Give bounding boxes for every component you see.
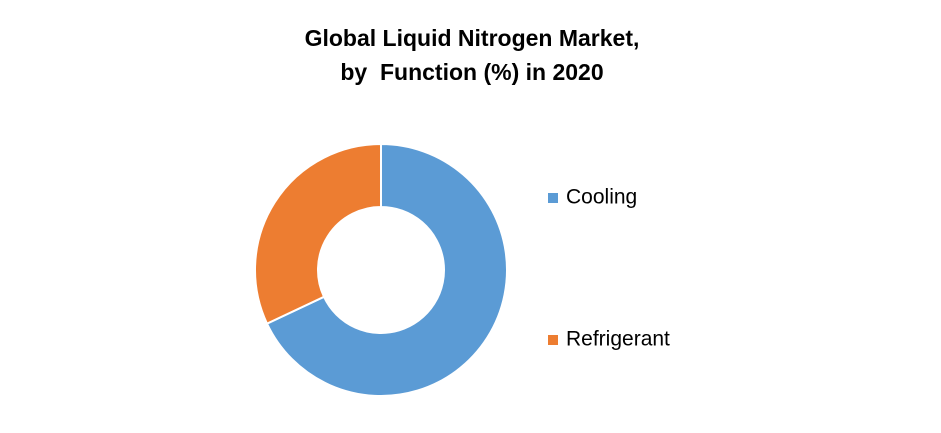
chart-title: Global Liquid Nitrogen Market, <box>305 25 640 51</box>
chart-title: by Function (%) in 2020 <box>340 59 603 85</box>
legend-swatch <box>548 193 558 203</box>
legend-label: Refrigerant <box>566 328 670 351</box>
donut-segment <box>265 142 508 397</box>
legend-swatch <box>548 335 558 345</box>
donut-segment <box>254 142 382 325</box>
legend-label: Cooling <box>566 186 637 209</box>
